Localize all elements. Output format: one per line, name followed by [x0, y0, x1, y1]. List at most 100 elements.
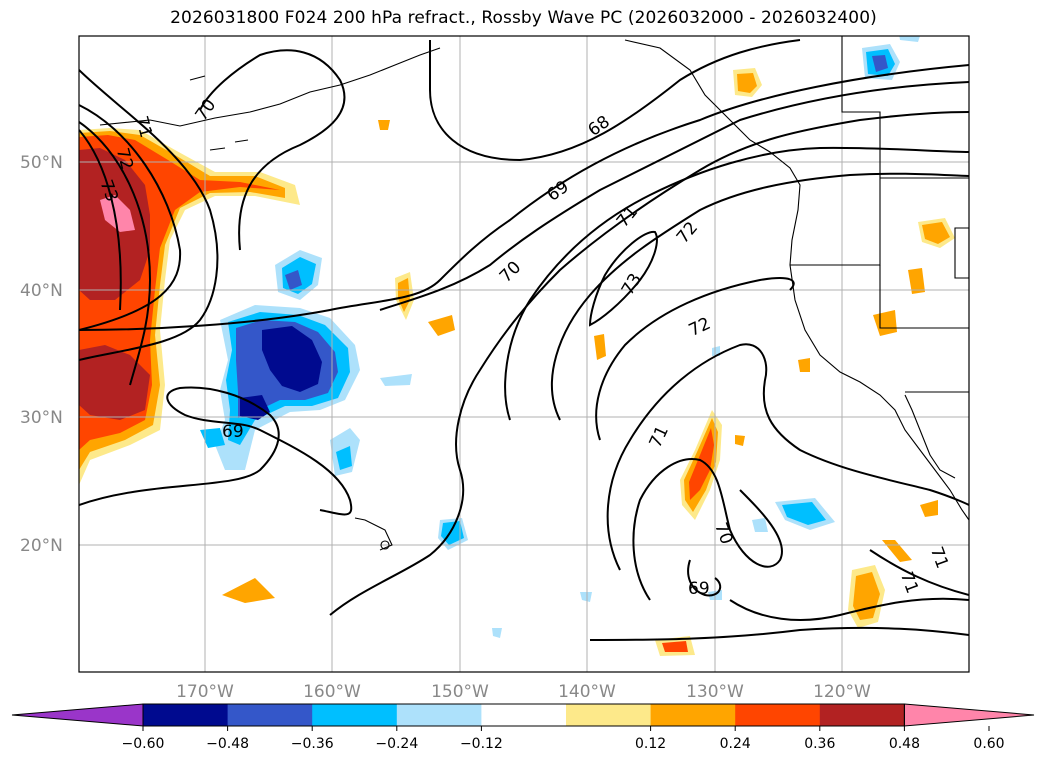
warm-patch-14: [735, 435, 745, 446]
contour-68: [429, 39, 801, 162]
contour-71-south: [606, 343, 969, 571]
warm-patch-7: [873, 310, 897, 336]
cool-patch-12: [492, 628, 502, 638]
map-title: 2026031800 F024 200 hPa refract., Rossby…: [170, 8, 877, 28]
warm-patch-8: [908, 268, 925, 294]
colorbar-tick-label: −0.36: [291, 736, 334, 752]
lon-label: 160°W: [303, 682, 361, 702]
colorbar-extend-low: [11, 703, 144, 727]
contour-71-main: [504, 146, 969, 421]
contour-71-east: [869, 549, 969, 596]
colorbar-frame: [142, 703, 905, 727]
lat-label: 40°N: [20, 281, 63, 301]
aleutian-coast: [99, 47, 441, 127]
colorbar-tick-label: 0.60: [973, 736, 1004, 752]
warm-patch-10-core: [662, 641, 688, 652]
cool-patch-6: [200, 428, 225, 448]
cool-core-1: [262, 326, 322, 392]
colorbar-segment: [312, 704, 398, 726]
state-borders-2: [879, 265, 969, 329]
warm-patch-130w-core: [689, 428, 714, 500]
warm-peak: [100, 195, 135, 232]
colorbar-tick-label: 0.12: [635, 736, 666, 752]
warm-patch-3: [428, 315, 455, 336]
lon-label: 140°W: [558, 682, 616, 702]
lat-label: 50°N: [20, 153, 63, 173]
state-box: [954, 227, 969, 279]
warm-patch-6-core: [922, 222, 950, 244]
lon-label: 150°W: [431, 682, 489, 702]
colorbar-segment: [143, 704, 229, 726]
contour-label: 69: [688, 579, 710, 599]
colorbar-segment: [481, 704, 567, 726]
warm-patch-9: [222, 578, 275, 603]
graticule: [79, 36, 969, 672]
colorbar-tick-label: −0.24: [375, 736, 418, 752]
colorbar-tick-label: 0.24: [720, 736, 751, 752]
colorbar-tick-label: −0.12: [460, 736, 503, 752]
colorbar-segment: [227, 704, 313, 726]
colorbar-segment: [735, 704, 821, 726]
lon-label: 170°W: [176, 682, 234, 702]
contour-72-main: [551, 172, 969, 421]
lat-label: 30°N: [20, 408, 63, 428]
cool-patch-13: [712, 346, 720, 356]
colorbar-tick-label: −0.48: [206, 736, 249, 752]
hawaii-island: [380, 540, 390, 550]
colorbar-segment: [819, 704, 905, 726]
warm-patch-1-core: [737, 73, 757, 93]
cool-patch-10: [752, 518, 768, 532]
warm-core-south: [79, 345, 150, 420]
latitude-labels: 50°N 40°N 30°N 20°N: [20, 153, 63, 556]
cool-patch-7: [380, 374, 412, 386]
map-background: [79, 36, 969, 672]
contour-70-north: [199, 49, 346, 251]
contour-72-west: [79, 121, 152, 386]
cool-patch-5-core: [336, 446, 352, 470]
negative-shading: [200, 36, 920, 638]
cool-patch-11: [580, 592, 592, 602]
baja-coast: [904, 394, 956, 479]
contour-73-west: [79, 129, 122, 311]
warm-patch-13: [378, 120, 390, 130]
small-islands: [189, 75, 249, 151]
contour-70-west: [79, 69, 219, 361]
colorbar-tick-label: 0.48: [889, 736, 920, 752]
colorbar-segment: [396, 704, 482, 726]
canada-border: [841, 36, 881, 178]
colorbar-tick-label: 0.36: [804, 736, 835, 752]
contour-69-southwest: [79, 386, 353, 516]
contours: [79, 39, 969, 641]
warm-patch-15: [798, 358, 810, 372]
contour-69-south: [687, 559, 722, 597]
contour-70-long: [329, 111, 969, 616]
contour-70-south: [632, 458, 783, 601]
warm-patch-4: [594, 334, 606, 360]
hawaii: [354, 517, 393, 551]
contour-71-west: [79, 104, 182, 331]
warm-patch-11: [920, 500, 938, 517]
contour-69-main: [79, 64, 969, 331]
contour-bottom: [589, 626, 969, 641]
positive-shading: [79, 68, 955, 656]
map-frame: [78, 35, 970, 673]
contour-label: 69: [222, 422, 244, 442]
longitude-labels: 170°W 160°W 150°W 140°W 130°W 120°W: [176, 682, 871, 702]
colorbar: −0.60 −0.48 −0.36 −0.24 −0.12 0.12 0.24 0.36 0.4…: [11, 703, 1035, 752]
lat-label: 20°N: [20, 536, 63, 556]
colorbar-extend-high: [903, 703, 1035, 727]
contour-72-south: [595, 277, 795, 441]
contour-73-loop: [588, 230, 658, 327]
cool-patch-8: [899, 36, 920, 42]
colorbar-tick-label: −0.60: [122, 736, 165, 752]
colorbar-segment: [650, 704, 736, 726]
cool-patch-3-core: [782, 502, 826, 525]
contour-70-main: [379, 81, 969, 311]
lon-label: 120°W: [813, 682, 871, 702]
lon-label: 130°W: [686, 682, 744, 702]
contour-71-southeast: [729, 597, 969, 621]
cool-patch-1-core: [285, 270, 302, 290]
colorbar-segment: [566, 704, 652, 726]
